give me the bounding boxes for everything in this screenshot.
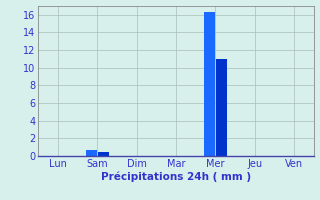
Bar [204,12,215,156]
Bar [216,59,227,156]
X-axis label: Précipitations 24h ( mm ): Précipitations 24h ( mm ) [101,172,251,182]
Bar [86,150,97,156]
Bar [98,152,109,156]
